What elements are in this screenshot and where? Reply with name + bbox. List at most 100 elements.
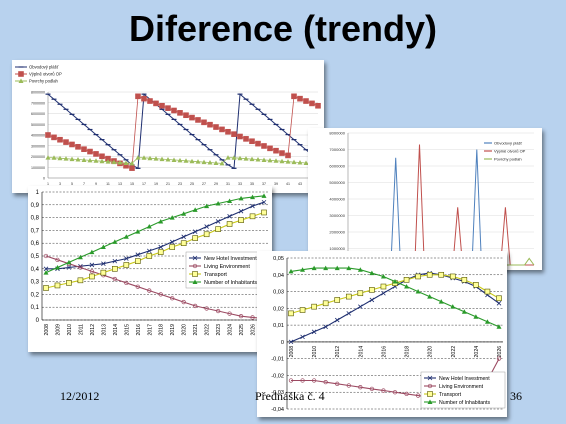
data-point bbox=[346, 311, 352, 316]
data-point bbox=[335, 381, 340, 386]
data-point bbox=[203, 231, 210, 238]
data-point bbox=[288, 339, 294, 345]
data-point bbox=[288, 378, 294, 383]
legend-marker bbox=[192, 279, 198, 284]
data-point bbox=[238, 208, 244, 214]
data-point bbox=[213, 124, 219, 130]
y-tick-label: 0 bbox=[36, 318, 40, 324]
y-tick-label: 0,1 bbox=[31, 305, 40, 311]
data-point bbox=[192, 207, 198, 212]
legend-marker bbox=[192, 255, 198, 261]
data-point bbox=[496, 295, 502, 302]
x-tick-label: 2026 bbox=[251, 324, 257, 336]
data-point bbox=[426, 271, 433, 278]
y-tick-label: -0,01 bbox=[271, 357, 284, 363]
data-point bbox=[231, 155, 237, 160]
data-point bbox=[346, 383, 351, 388]
data-point bbox=[146, 253, 153, 259]
x-tick-label: 5 bbox=[71, 182, 73, 186]
data-point bbox=[285, 159, 291, 164]
data-point bbox=[250, 194, 256, 200]
data-point bbox=[135, 252, 141, 258]
x-tick-label: 21 bbox=[166, 182, 170, 186]
data-point bbox=[219, 126, 225, 133]
x-tick-label: 2014 bbox=[358, 346, 364, 358]
data-point bbox=[207, 160, 213, 165]
data-point bbox=[496, 301, 502, 306]
data-point bbox=[273, 158, 279, 163]
legend-label: New Hotel Investment bbox=[204, 256, 257, 262]
data-point bbox=[213, 160, 219, 165]
data-point bbox=[438, 299, 444, 304]
footer-date: 12/2012 bbox=[60, 389, 100, 403]
data-point bbox=[81, 157, 87, 162]
data-point bbox=[250, 315, 255, 320]
y-tick-label: 0,01 bbox=[273, 323, 284, 329]
data-point bbox=[311, 303, 317, 310]
data-point bbox=[93, 151, 99, 157]
data-point bbox=[237, 133, 243, 140]
data-point bbox=[171, 107, 177, 114]
y-tick-label: 0,03 bbox=[273, 290, 284, 296]
x-tick-label: 2016 bbox=[381, 346, 387, 358]
y-tick-label: 4000000 bbox=[329, 197, 345, 202]
data-point bbox=[323, 380, 328, 385]
data-point bbox=[334, 317, 340, 323]
data-point bbox=[225, 155, 231, 160]
data-point bbox=[147, 288, 152, 293]
x-tick-label: 2024 bbox=[228, 324, 234, 336]
y-tick-label: 7000000 bbox=[31, 101, 45, 105]
legend-label: Povrchy podlah bbox=[494, 157, 522, 162]
data-point bbox=[249, 138, 255, 145]
legend-label: Number of Inhabitants bbox=[439, 400, 490, 406]
y-tick-label: 0,05 bbox=[273, 256, 284, 262]
data-point bbox=[403, 277, 410, 283]
data-point bbox=[215, 219, 221, 224]
data-point bbox=[227, 198, 233, 203]
data-point bbox=[66, 265, 72, 270]
data-point bbox=[195, 117, 201, 123]
data-point bbox=[249, 213, 256, 220]
series-line bbox=[348, 149, 534, 266]
x-tick-label: 2012 bbox=[90, 324, 96, 336]
data-point bbox=[250, 203, 255, 209]
data-point bbox=[181, 211, 187, 216]
data-point bbox=[111, 159, 117, 165]
chart-trends: 1 0,9 0,8 0,7 0,6 0,5 0,4 0,3 0,2 0,1 0 2008 2009 201… bbox=[31, 190, 269, 336]
legend-marker bbox=[18, 71, 24, 77]
x-tick-label: 3 bbox=[59, 182, 61, 186]
data-point bbox=[165, 157, 171, 162]
data-point bbox=[171, 157, 177, 162]
data-point bbox=[323, 265, 329, 271]
y-tick-label: 6000000 bbox=[31, 112, 45, 116]
data-point bbox=[279, 158, 285, 164]
data-point bbox=[380, 283, 387, 290]
data-point bbox=[43, 266, 49, 272]
legend-label: New Hotel Investment bbox=[439, 376, 490, 382]
data-point bbox=[75, 157, 81, 162]
data-point bbox=[357, 290, 364, 297]
data-point bbox=[255, 157, 261, 162]
data-point bbox=[415, 273, 421, 280]
data-point bbox=[415, 289, 421, 294]
data-point bbox=[243, 136, 249, 142]
legend-label: Living Environment bbox=[204, 264, 250, 270]
data-point bbox=[177, 157, 183, 163]
data-point bbox=[75, 144, 81, 150]
data-point bbox=[51, 155, 57, 160]
data-point bbox=[169, 215, 175, 220]
y-tick-label: 0 bbox=[43, 177, 45, 181]
data-point bbox=[334, 265, 340, 271]
data-point bbox=[392, 390, 398, 395]
data-point bbox=[193, 303, 198, 309]
chart-panel-trends: 1 0,9 0,8 0,7 0,6 0,5 0,4 0,3 0,2 0,1 0 2008 2009 201… bbox=[28, 186, 272, 352]
x-tick-label: 19 bbox=[154, 182, 158, 186]
chart-panel-sawtooth: 8000000 7000000 6000000 5000000 4000000 30000… bbox=[12, 60, 324, 193]
x-tick-label: 2008 bbox=[289, 346, 295, 358]
data-point bbox=[288, 310, 294, 317]
data-point bbox=[227, 214, 232, 219]
data-point bbox=[147, 155, 153, 161]
data-point bbox=[66, 259, 72, 265]
data-point bbox=[99, 153, 105, 160]
